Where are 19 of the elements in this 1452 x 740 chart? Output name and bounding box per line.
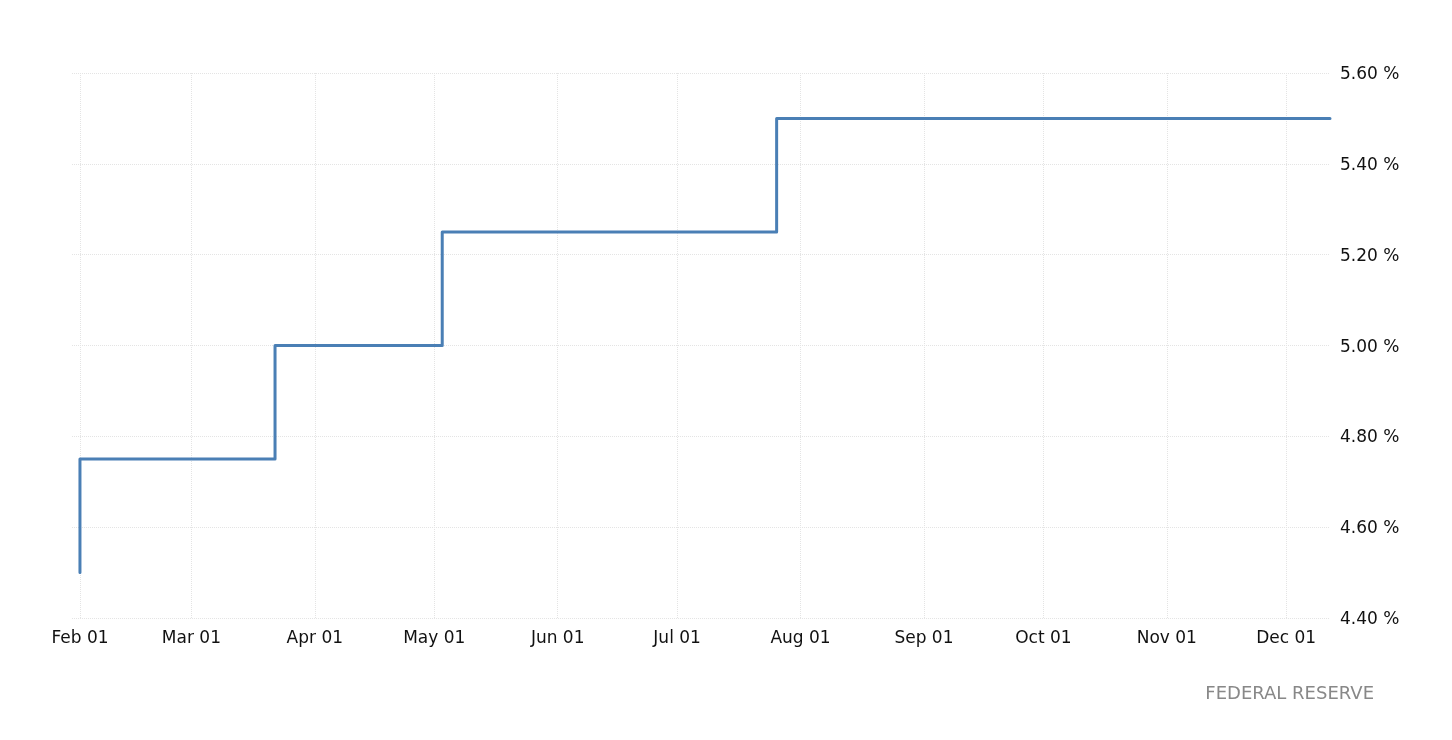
x-tick-label: Jun 01 xyxy=(529,626,585,647)
x-tick-label: Apr 01 xyxy=(286,626,344,647)
y-tick-label: 4.40 % xyxy=(1340,608,1400,628)
y-tick-label: 5.60 % xyxy=(1340,63,1400,83)
x-tick-label: Nov 01 xyxy=(1136,626,1197,647)
y-tick-label: 4.60 % xyxy=(1340,517,1400,538)
x-tick-label: Mar 01 xyxy=(161,626,221,647)
x-tick-label: Jul 01 xyxy=(652,626,701,647)
x-tick-label: Aug 01 xyxy=(770,626,831,647)
y-tick-label: 5.20 % xyxy=(1340,244,1400,265)
y-tick-label: 4.80 % xyxy=(1340,426,1400,447)
text: FEDERAL RESERVE xyxy=(1205,681,1375,703)
x-tick-label: May 01 xyxy=(403,626,466,647)
x-tick-label: Feb 01 xyxy=(51,626,109,647)
x-tick-label: Dec 01 xyxy=(1256,626,1317,647)
x-tick-label: Oct 01 xyxy=(1015,626,1072,647)
y-tick-label: 5.40 % xyxy=(1340,153,1400,174)
y-tick-label: 5.00 % xyxy=(1340,335,1400,356)
x-tick-label: Sep 01 xyxy=(894,626,954,647)
